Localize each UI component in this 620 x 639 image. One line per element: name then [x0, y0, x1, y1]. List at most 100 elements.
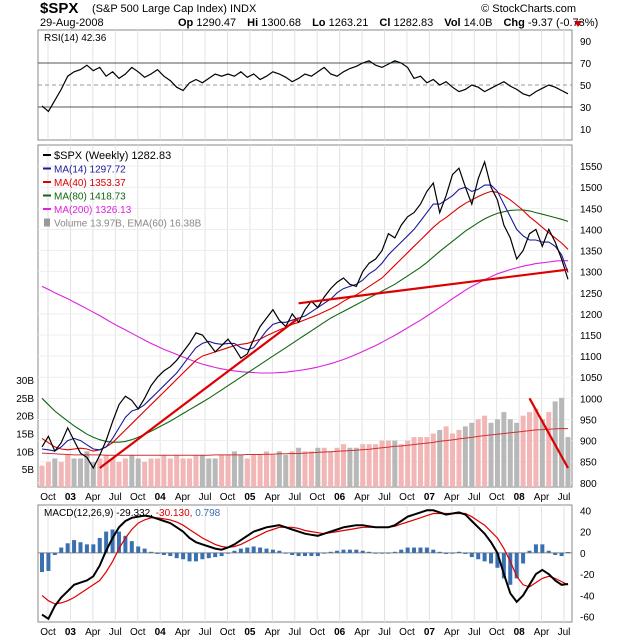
macd-histogram-bar [296, 552, 301, 557]
price-x-tick-label: 08 [514, 492, 526, 503]
macd-histogram-bar [277, 550, 282, 553]
macd-histogram-bar [104, 531, 109, 553]
macd-title: MACD(12,26,9) -29.332, -30.130, 0.798 [44, 508, 221, 519]
macd-y-tick-label: 0 [580, 549, 586, 560]
ma80-line [41, 209, 569, 443]
macd-histogram-bar [78, 542, 83, 553]
macd-histogram-bar [149, 551, 154, 553]
macd-histogram-bar [450, 552, 455, 554]
trendline-long-term-trend [298, 268, 569, 305]
macd-x-tick-label: Apr [354, 627, 370, 638]
volume-bar [148, 458, 154, 487]
volume-bar [514, 422, 520, 487]
rsi-overbought-fill [391, 60, 398, 63]
price-x-tick-label: 06 [334, 492, 346, 503]
price-y-tick-label: 1300 [580, 268, 603, 279]
price-x-tick-label: Jul [109, 492, 122, 503]
macd-x-tick-label: 05 [244, 627, 256, 638]
volume-bar [264, 451, 270, 487]
macd-histogram-bar [469, 552, 474, 558]
macd-histogram-bar [232, 550, 237, 553]
index-name: (S&P 500 Large Cap Index) INDX [92, 3, 256, 15]
change-label: Chg [503, 17, 525, 29]
macd-histogram-bar [116, 531, 121, 553]
volume-bar [308, 451, 314, 487]
volume-bar [360, 444, 366, 487]
legend-entry: Volume 13.97B, EMA(60) 16.38B [54, 219, 202, 230]
macd-histogram-bar [251, 546, 256, 553]
macd-histogram-bar [456, 551, 461, 553]
high-value: 1300.68 [261, 17, 301, 29]
macd-x-tick-label: Jul [109, 627, 122, 638]
price-x-tick-label: Apr [534, 492, 550, 503]
volume-bar [225, 454, 231, 487]
macd-x-tick-label: Jul [288, 627, 301, 638]
price-x-tick-label: Apr [444, 492, 460, 503]
legend-entry: MA(14) 1297.72 [54, 165, 126, 176]
price-y-tick-label: 800 [580, 479, 597, 490]
volume-bar [90, 462, 96, 487]
macd-histogram-bar [501, 552, 506, 579]
price-x-tick-label: Apr [175, 492, 191, 503]
volume-bar [430, 433, 436, 487]
macd-x-tick-label: Oct [489, 627, 505, 638]
macd-x-tick-label: Apr [534, 627, 550, 638]
volume-bar [462, 426, 468, 487]
macd-histogram-bar [206, 552, 211, 559]
macd-histogram-bar [168, 552, 173, 557]
credit-label: © StockCharts.com [481, 3, 576, 15]
macd-x-tick-label: Apr [175, 627, 191, 638]
macd-x-tick-label: Oct [309, 627, 325, 638]
volume-ema-line [41, 427, 569, 456]
index-full-name: (S&P 500 Large Cap Index) [92, 3, 227, 15]
volume-bar [71, 458, 77, 487]
macd-histogram-bar [97, 537, 102, 553]
legend-entry: MA(200) 1326.13 [54, 205, 132, 216]
ma14-line [41, 184, 569, 452]
macd-histogram-bar [238, 548, 243, 553]
macd-histogram-bar [514, 552, 519, 579]
macd-histogram-bar [367, 551, 372, 553]
volume-bar [45, 462, 51, 487]
macd-x-tick-label: 03 [65, 627, 77, 638]
volume-bar [340, 444, 346, 487]
price-y-tick-label: 1050 [580, 373, 603, 384]
volume-bar [84, 451, 90, 487]
macd-histogram-bar [508, 552, 513, 585]
macd-histogram-bar [405, 547, 410, 553]
volume-bar [283, 454, 289, 487]
macd-histogram-bar [129, 541, 134, 553]
price-x-tick-label: Jul [468, 492, 481, 503]
macd-x-tick-label: Jul [558, 627, 571, 638]
volume-bar [154, 458, 160, 487]
volume-bar [315, 447, 321, 487]
price-x-tick-label: Jul [378, 492, 391, 503]
date-label: 29-Aug-2008 [40, 17, 104, 29]
macd-histogram-bar [40, 552, 44, 573]
macd-histogram-bar [463, 552, 468, 554]
volume-bar [456, 429, 462, 487]
volume-bar [417, 437, 423, 487]
volume-bar [302, 451, 308, 487]
price-y-tick-label: 950 [580, 415, 597, 426]
macd-histogram-bar [161, 552, 166, 555]
macd-histogram-bar [533, 544, 538, 553]
volume-bar [392, 440, 398, 487]
price-y-tick-label: 850 [580, 458, 597, 469]
price-y-tick-label: 1150 [580, 331, 602, 342]
macd-x-tick-label: Apr [444, 627, 460, 638]
volume-bar [142, 462, 148, 487]
macd-histogram-bar [174, 552, 179, 559]
macd-x-tick-label: Apr [265, 627, 281, 638]
volume-bar [161, 454, 167, 487]
price-y-tick-label: 900 [580, 437, 597, 448]
price-y-tick-label: 1550 [580, 162, 603, 173]
volume-bar [527, 412, 533, 487]
volume-bar [219, 454, 225, 487]
volume-bar [52, 458, 58, 487]
price-x-tick-label: Jul [288, 492, 301, 503]
macd-y-tick-label: 40 [580, 506, 592, 517]
volume-bar [135, 458, 141, 487]
ma40-line [41, 190, 569, 452]
volume-bar [533, 408, 539, 487]
